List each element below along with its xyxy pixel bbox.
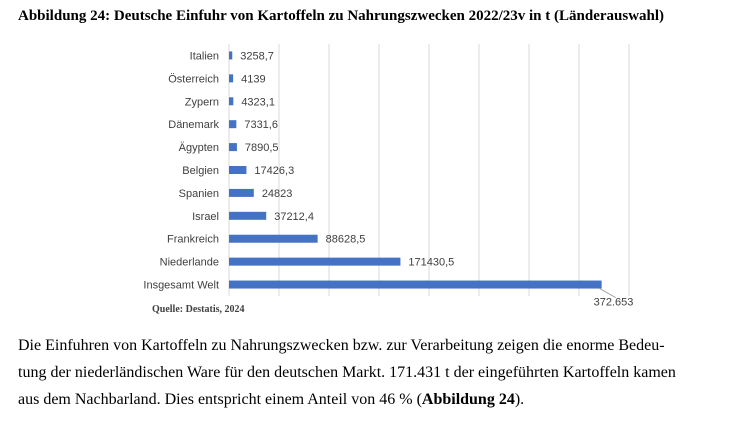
category-label: Frankreich (167, 234, 219, 246)
category-label: Belgien (182, 165, 219, 177)
figure-reference: Abbildung 24 (421, 391, 515, 408)
bar (229, 51, 233, 60)
paragraph-line-1: Die Einfuhren von Kartoffeln zu Nahrungs… (18, 337, 665, 354)
figure-title: Abbildung 24: Deutsche Einfuhr von Karto… (18, 8, 665, 24)
value-label: 17426,3 (254, 165, 294, 177)
chart-category-labels: Italien Österreich Zypern Dänemark Ägypten Be… (143, 50, 219, 291)
bar (229, 188, 254, 197)
category-label: Österreich (168, 73, 219, 85)
value-label: 4139 (241, 73, 265, 85)
bar (229, 74, 234, 83)
bar (229, 97, 234, 106)
chart-value-labels: 3258,7 4139 4323,1 7331,6 7890,5 17426,3 24823… (240, 50, 633, 308)
chart-source: Quelle: Destatis, 2024 (152, 304, 245, 315)
bar (229, 234, 318, 243)
category-label: Niederlande (160, 257, 219, 269)
value-label: 171430,5 (408, 257, 454, 269)
category-label: Israel (192, 211, 219, 223)
category-label: Spanien (179, 188, 219, 200)
value-label: 7890,5 (245, 142, 279, 154)
category-label: Dänemark (168, 119, 219, 131)
paragraph-line-2: tung der niederländischen Ware für den d… (18, 364, 676, 381)
bar (229, 143, 237, 152)
bar (229, 257, 401, 266)
value-label: 372.653 (594, 297, 634, 309)
value-label: 88628,5 (326, 234, 366, 246)
value-label: 7331,6 (244, 119, 278, 131)
value-label: 4323,1 (241, 96, 275, 108)
bar (229, 280, 602, 289)
bar (229, 211, 267, 220)
paragraph-line-3: aus dem Nachbarland. Dies entspricht ein… (18, 386, 736, 413)
body-paragraph: Die Einfuhren von Kartoffeln zu Nahrungs… (18, 332, 736, 413)
paragraph-line-3-start: aus dem Nachbarland. Dies entspricht ein… (18, 391, 422, 408)
bar (229, 120, 237, 129)
category-label: Insgesamt Welt (143, 280, 219, 292)
category-label: Italien (190, 50, 219, 62)
paragraph-line-3-end: ). (514, 391, 525, 408)
bar (229, 166, 247, 174)
value-label: 24823 (262, 188, 293, 200)
value-label: 3258,7 (240, 50, 274, 62)
value-label: 37212,4 (274, 211, 314, 223)
category-label: Ägypten (179, 142, 219, 154)
bar-chart: Italien Österreich Zypern Dänemark Ägypten Be… (143, 44, 633, 309)
value-leader-line (599, 288, 616, 298)
chart-bars (229, 51, 602, 289)
category-label: Zypern (185, 96, 219, 108)
